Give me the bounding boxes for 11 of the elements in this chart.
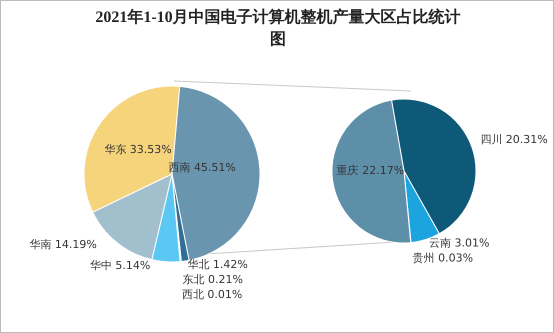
slice-label: 四川 20.31%: [480, 133, 548, 146]
slice-label: 华东 33.53%: [104, 142, 172, 156]
slice-label: 华中 5.14%: [90, 258, 150, 272]
slice-label: 贵州 0.03%: [412, 251, 474, 264]
slice-label: 东北 0.21%: [182, 272, 243, 286]
slice-label: 云南 3.01%: [429, 236, 490, 250]
slice-label: 华南 14.19%: [29, 238, 97, 251]
slice-label: 华北 1.42%: [187, 258, 248, 271]
slice-label: 西北 0.01%: [182, 288, 242, 301]
slice-label: 重庆 22.17%: [336, 164, 404, 177]
chart-title: 2021年1-10月中国电子计算机整机产量大区占比统计图: [94, 7, 462, 50]
